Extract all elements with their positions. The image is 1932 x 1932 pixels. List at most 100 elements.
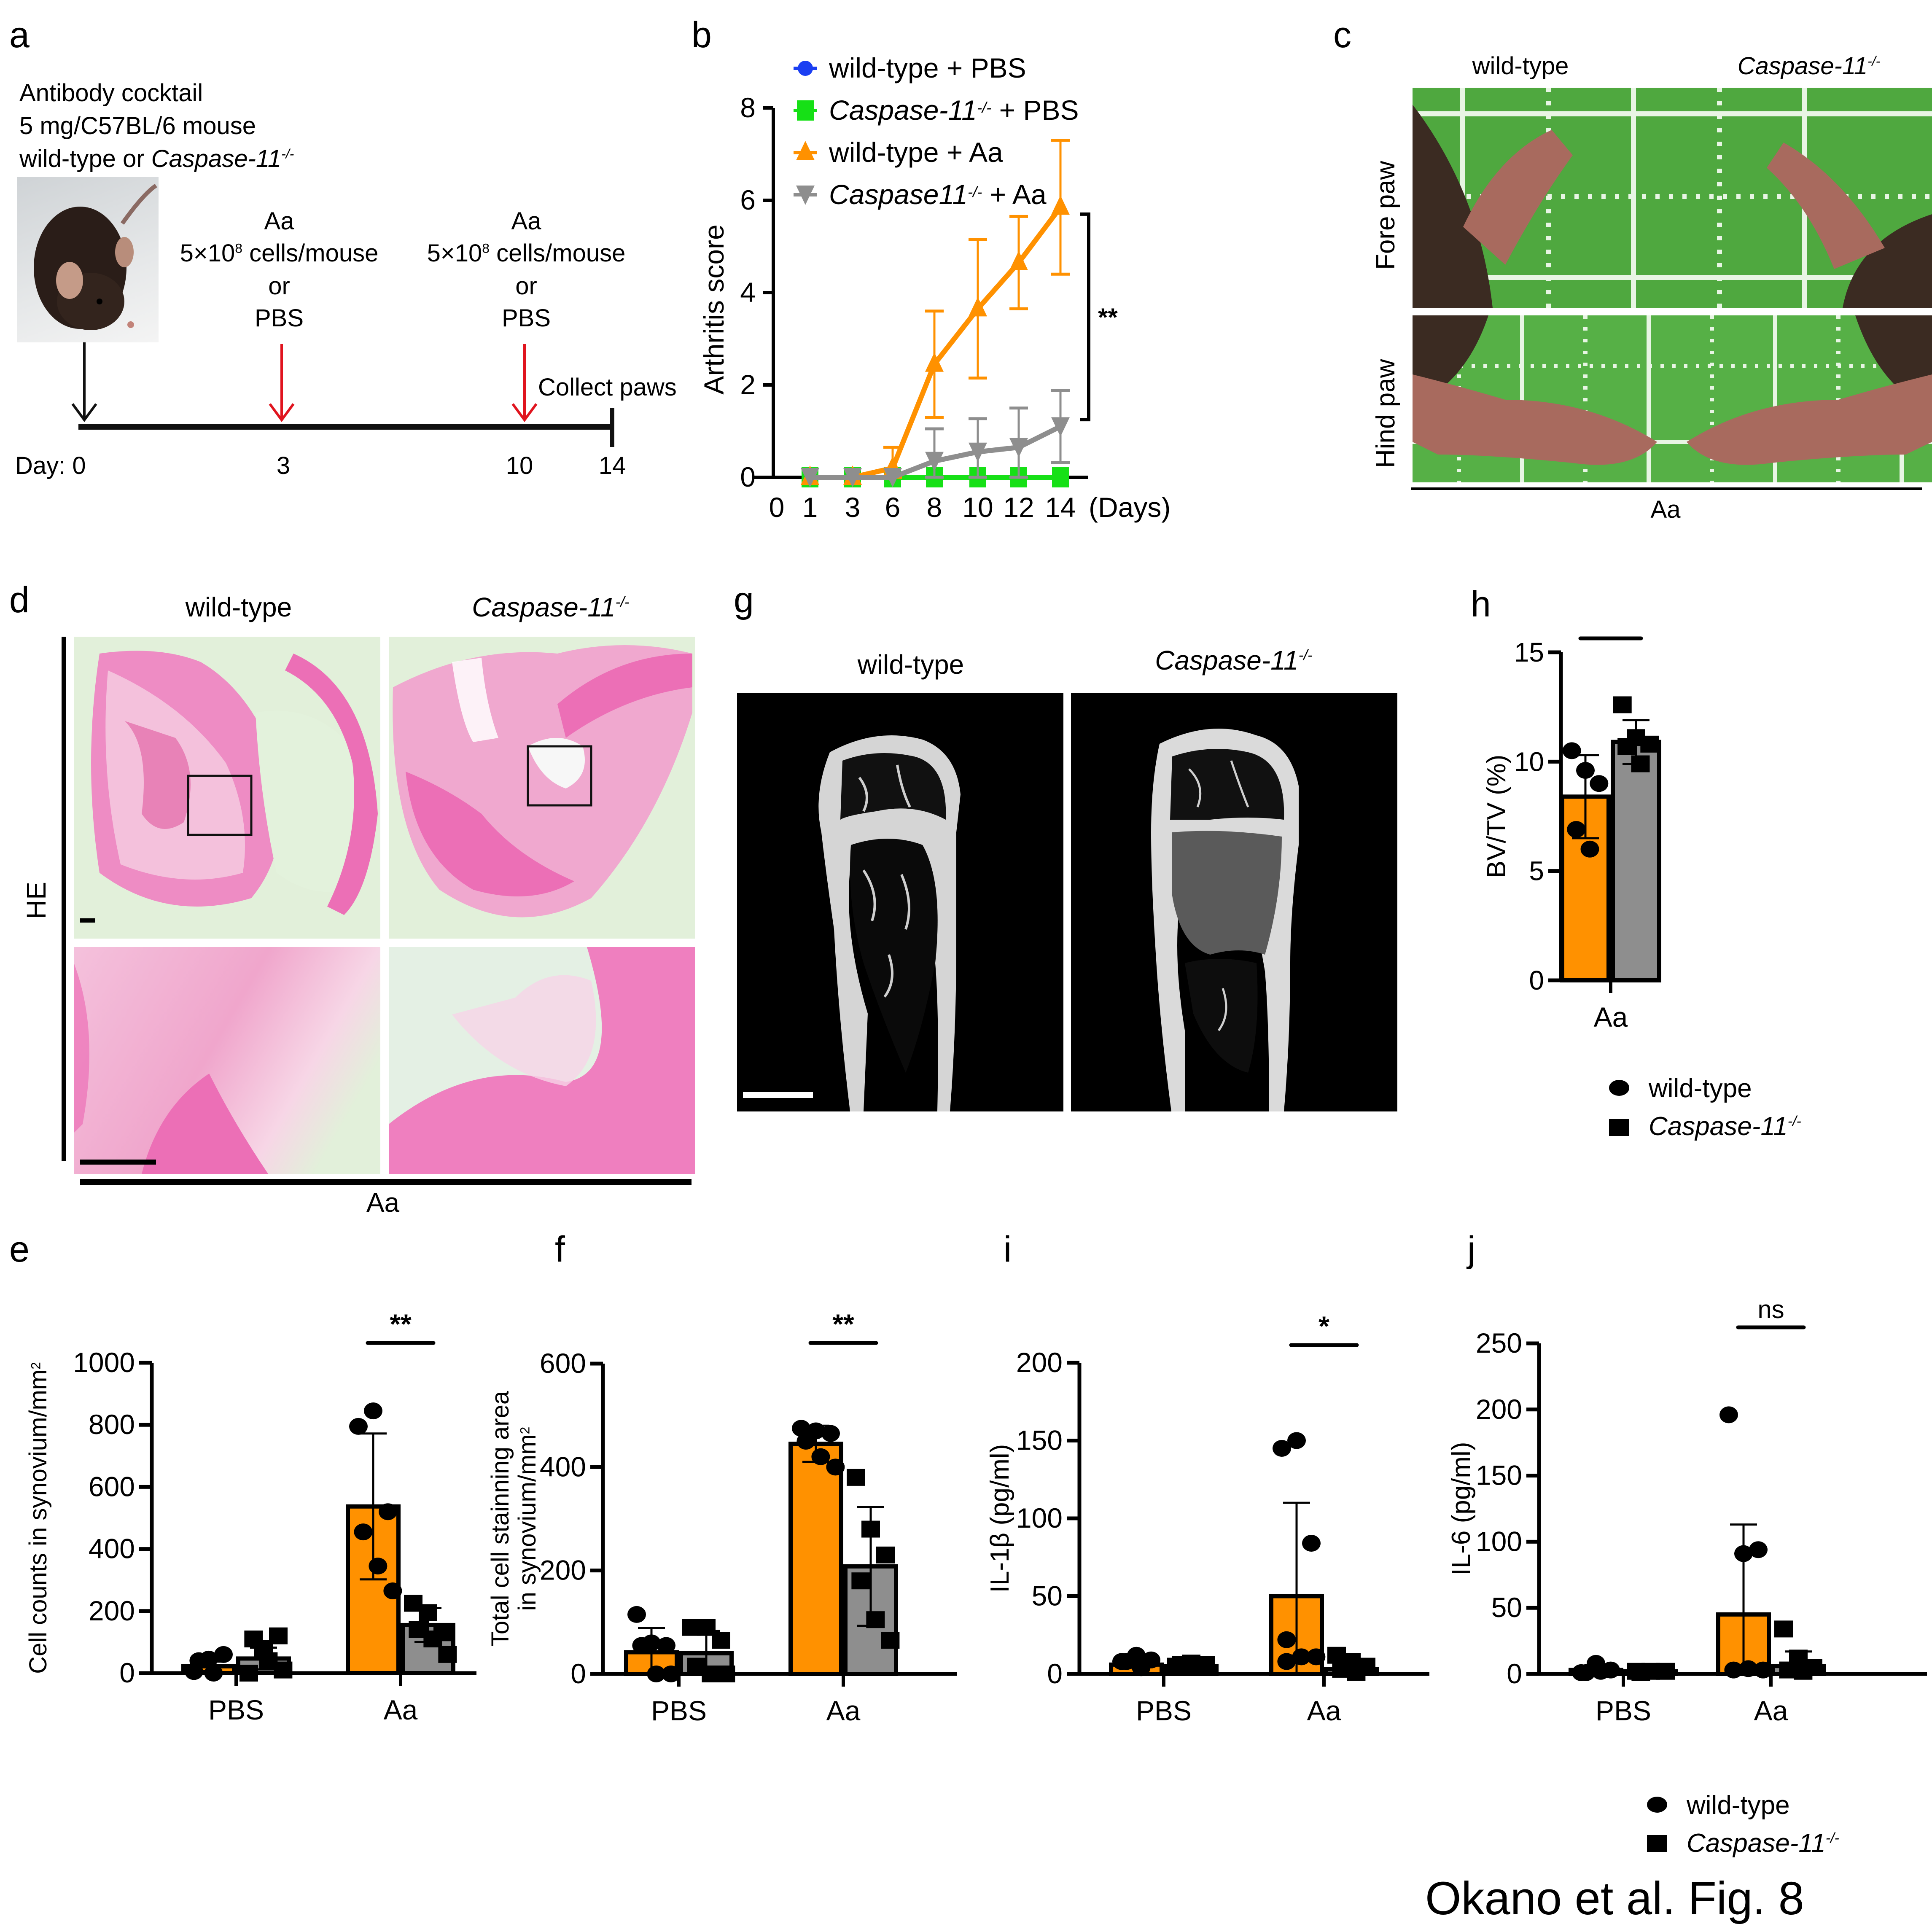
y-axis-label: IL-1β (pg/ml) xyxy=(985,1444,1014,1593)
bar xyxy=(788,1442,843,1676)
panel-c-header-wt: wild-type xyxy=(1472,52,1569,80)
marker-square xyxy=(797,100,814,121)
marker-triangle-up xyxy=(925,352,944,372)
data-point-circle xyxy=(1292,1648,1311,1666)
data-point-square xyxy=(1631,1664,1650,1681)
data-point-circle xyxy=(379,1503,397,1520)
bar xyxy=(1611,740,1661,982)
scale-bar xyxy=(80,918,95,923)
y-tick-label: 400 xyxy=(540,1451,586,1482)
data-point-circle xyxy=(214,1646,233,1663)
timeline-day-10: 10 xyxy=(506,452,533,479)
data-point-circle xyxy=(1273,1440,1291,1457)
marker-triangle-up xyxy=(1051,195,1070,215)
significance-annotation: ** xyxy=(808,1308,878,1345)
timeline-diagram xyxy=(71,342,614,447)
data-point-circle xyxy=(1302,1535,1321,1552)
data-point-square xyxy=(851,1572,870,1590)
data-point-circle xyxy=(1591,1663,1610,1680)
data-point-square xyxy=(712,1632,730,1649)
protocol-line-3: wild-type or Caspase-11-/- xyxy=(19,145,294,173)
protocol-wt-text: wild-type or xyxy=(19,145,151,172)
y-axis-label: Cell counts in synovium/mm2 xyxy=(24,1362,52,1674)
significance-annotation: * xyxy=(1289,1310,1359,1347)
significance-bracket xyxy=(1080,212,1090,422)
significance-label: ** xyxy=(390,1308,412,1340)
x-tick-label: 10 xyxy=(962,492,993,523)
protocol-ko-text: Caspase-11 xyxy=(151,145,282,172)
y-tick-label: 50 xyxy=(1491,1592,1522,1623)
y-tick-label: 200 xyxy=(540,1555,586,1586)
panel-label-b: b xyxy=(692,15,712,55)
marker-triangle-down xyxy=(883,468,902,487)
roi-box xyxy=(187,775,253,836)
y-axis-label: BV/TV (%) xyxy=(1482,755,1511,878)
panel-d-row-label-he: HE xyxy=(21,882,51,919)
x-tick-label: Aa xyxy=(1594,1001,1628,1033)
data-point-circle xyxy=(811,1448,830,1465)
panel-c-group-label: Aa xyxy=(1650,496,1681,523)
data-point-square xyxy=(423,1631,442,1648)
injection-1-alt: PBS xyxy=(254,304,304,332)
panel-label-f: f xyxy=(555,1229,565,1270)
panel-label-d: d xyxy=(9,580,30,620)
y-tick-label: 150 xyxy=(1476,1460,1522,1491)
injection-2-dose: 5×108 cells/mouse xyxy=(427,239,626,267)
y-tick-label: 100 xyxy=(1016,1502,1063,1534)
panel-g-header-wt: wild-type xyxy=(857,649,964,680)
data-point-circle xyxy=(1576,762,1595,779)
x-tick-label: 1 xyxy=(802,492,818,523)
data-point-circle xyxy=(349,1418,368,1435)
marker-triangle-down xyxy=(1051,417,1070,437)
series-triangle-down xyxy=(801,389,1070,487)
marker-triangle-down xyxy=(796,186,815,205)
legend-h-ko: Caspase-11-/- xyxy=(1649,1112,1801,1141)
marker-triangle-up xyxy=(969,297,987,317)
data-point-square xyxy=(876,1546,895,1563)
y-tick-label: 8 xyxy=(740,92,756,123)
panel-d-header-wt: wild-type xyxy=(185,592,292,622)
injection-1-or: or xyxy=(268,272,290,300)
marker-square xyxy=(1052,467,1069,487)
data-point-square xyxy=(1774,1620,1793,1638)
data-point-square xyxy=(1631,755,1650,772)
legend-item: Caspase-11-/- + PBS xyxy=(794,94,1079,126)
significance-label: ns xyxy=(1757,1295,1784,1324)
timeline-day-14: 14 xyxy=(598,452,626,479)
legend-label: wild-type + PBS xyxy=(829,52,1026,83)
legend-circle-icon xyxy=(1647,1797,1667,1813)
x-tick-label: 12 xyxy=(1003,492,1034,523)
figure-caption: Okano et al. Fig. 8 xyxy=(1425,1873,1804,1924)
y-tick-label: 100 xyxy=(1476,1526,1522,1557)
data-point-circle xyxy=(1577,1664,1596,1681)
data-point-square xyxy=(1347,1664,1366,1681)
x-tick-label: Aa xyxy=(1307,1695,1341,1726)
panel-label-i: i xyxy=(1004,1229,1012,1270)
data-point-circle xyxy=(1132,1659,1151,1676)
data-point-circle xyxy=(1287,1432,1306,1449)
marker-triangle-down xyxy=(843,468,862,487)
protocol-line-2: 5 mg/C57BL/6 mouse xyxy=(19,112,256,140)
significance-label: * xyxy=(1605,624,1616,635)
x-tick-label: Aa xyxy=(1754,1695,1788,1726)
panel-c-row-fore-paw: Fore paw xyxy=(1371,161,1400,270)
y-axis-label: Arthritis score xyxy=(698,224,729,394)
y-tick-label: 600 xyxy=(540,1348,586,1379)
significance-annotation: ns xyxy=(1736,1295,1806,1329)
data-point-circle xyxy=(354,1523,373,1541)
data-point-square xyxy=(269,1627,288,1644)
y-tick-label: 2 xyxy=(740,369,756,400)
x-tick-label: 14 xyxy=(1045,492,1076,523)
y-tick-label: 10 xyxy=(1514,746,1544,777)
data-point-circle xyxy=(1562,742,1581,759)
scale-bar xyxy=(743,1092,813,1098)
arrow-icon-day10 xyxy=(511,344,538,422)
y-tick-label: 4 xyxy=(740,277,756,308)
data-point-square xyxy=(1613,696,1632,713)
roi-box xyxy=(527,745,592,807)
panel-d-group-label: Aa xyxy=(366,1187,400,1218)
data-point-circle xyxy=(796,1433,815,1450)
he-lowmag-wt xyxy=(74,637,380,939)
significance-annotation: ** xyxy=(366,1308,436,1345)
data-point-circle xyxy=(1724,1661,1743,1679)
